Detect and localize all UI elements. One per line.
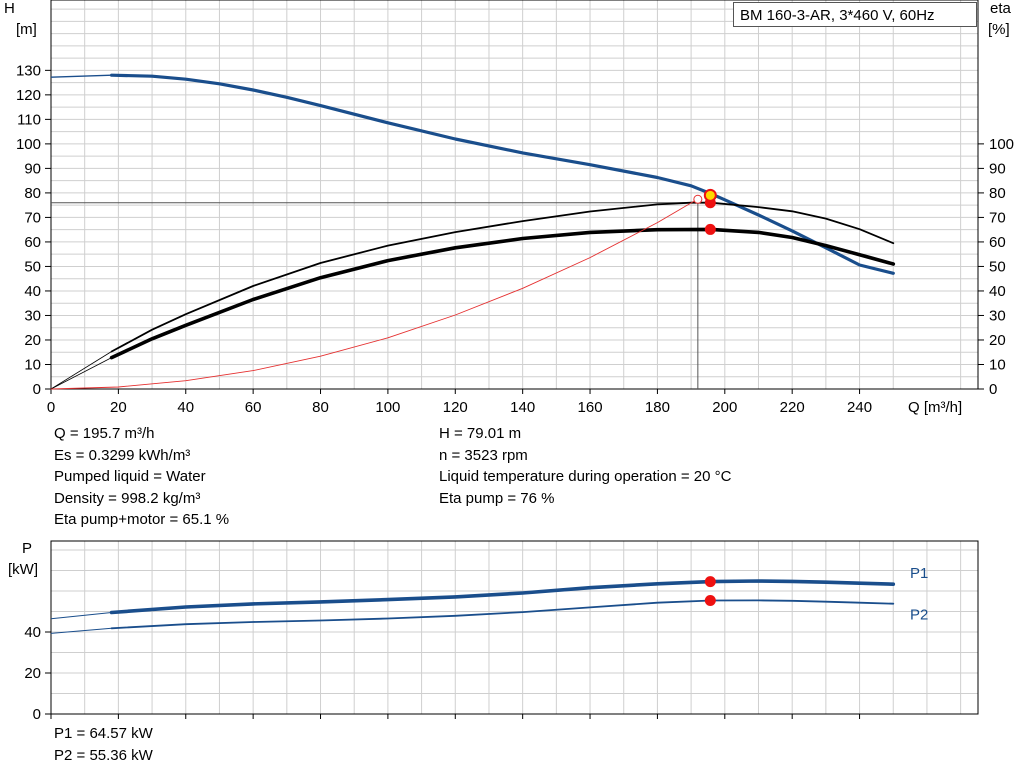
x-tick-label: 120 — [443, 399, 468, 416]
info-density: Density = 998.2 kg/m³ — [54, 489, 201, 507]
y-right-tick-label: 40 — [989, 283, 1006, 300]
y-tick-label: 0 — [33, 706, 41, 723]
info-eta-pump-motor: Eta pump+motor = 65.1 % — [54, 511, 230, 528]
y-right-tick-label: 50 — [989, 258, 1006, 275]
head-extrapolated-line — [50, 74, 112, 78]
y-left-tick-label: 0 — [33, 381, 41, 398]
info-speed: n = 3523 rpm — [439, 446, 528, 464]
info-p1: P1 = 64.57 kW — [54, 725, 153, 742]
eta-pump-motor-extrapolated-line — [50, 357, 112, 390]
y-left-tick-label: 100 — [16, 136, 41, 153]
y-right-tick-label: 100 — [989, 136, 1014, 153]
head-curve — [110, 73, 895, 275]
y-left-tick-label: 20 — [24, 332, 41, 349]
system-curve-curve — [50, 198, 699, 390]
y-right-tick-label: 30 — [989, 307, 1006, 324]
x-tick-label: 220 — [780, 399, 805, 416]
x-tick-label: 60 — [245, 399, 262, 416]
y-left-tick-label: 110 — [17, 111, 41, 128]
top-plot-frame — [50, 0, 979, 390]
x-tick-label: 200 — [712, 399, 737, 416]
p1-curve — [109, 579, 896, 615]
y-left-tick-label: 40 — [24, 283, 41, 300]
info-left: Q = 195.7 m³/h Es = 0.3299 kWh/m³ Pumped… — [54, 423, 229, 531]
p2-operating-point-marker — [704, 595, 716, 607]
power-axis-unit: [kW] — [8, 561, 38, 578]
x-tick-label: 180 — [645, 399, 670, 416]
p2-curve — [110, 599, 895, 630]
x-tick-label: 0 — [47, 399, 55, 416]
y-tick-label: 20 — [24, 665, 41, 682]
p1-extrapolated-line — [50, 612, 112, 620]
y-left-tick-label: 30 — [24, 307, 41, 324]
y-left-tick-label: 10 — [24, 356, 41, 373]
eta-pump-motor-curve — [109, 227, 896, 360]
info-eta-pump: Eta pump = 76 % — [439, 489, 555, 507]
info-flow: Q = 195.7 m³/h — [54, 425, 155, 442]
y-left-tick-label: 70 — [24, 209, 41, 226]
info-liquid-temperature: Liquid temperature during operation = 20… — [439, 468, 732, 485]
p2-series-label: P2 — [910, 607, 928, 624]
eta-pump-extrapolated-line — [50, 351, 112, 390]
info-specific-energy: Es = 0.3299 kWh/m³ — [54, 446, 191, 464]
x-tick-label: 40 — [177, 399, 194, 416]
y-tick-label: 40 — [24, 624, 41, 641]
y-left-tick-label: 120 — [16, 87, 41, 104]
eta-pump-motor-marker — [704, 223, 716, 235]
eta-pump-curve — [110, 201, 895, 353]
x-tick-label: 80 — [312, 399, 329, 416]
x-tick-label: 20 — [110, 399, 127, 416]
bottom-plot-frame — [50, 540, 979, 715]
info-pumped-liquid: Pumped liquid = Water — [54, 468, 206, 485]
top-grid — [51, 0, 978, 389]
info-head: H = 79.01 m — [439, 425, 522, 442]
p1-series-label: P1 — [910, 565, 928, 582]
y-right-tick-label: 70 — [989, 209, 1006, 226]
y-right-tick-label: 0 — [989, 381, 997, 398]
info-p2: P2 = 55.36 kW — [54, 746, 153, 764]
y-right-tick-label: 10 — [989, 356, 1006, 373]
y-left-tick-label: 130 — [16, 62, 41, 79]
x-tick-label: 140 — [510, 399, 535, 416]
y-right-tick-label: 60 — [989, 234, 1006, 251]
p1-operating-point-marker — [704, 576, 716, 588]
info-right: H = 79.01 m n = 3523 rpm Liquid temperat… — [439, 423, 731, 509]
x-axis-label: Q [m³/h] — [908, 399, 962, 416]
y-left-tick-label: 50 — [24, 258, 41, 275]
system-guide-marker — [693, 194, 703, 204]
y-right-tick-label: 20 — [989, 332, 1006, 349]
y-left-axis-unit: [m] — [16, 21, 37, 38]
bottom-grid — [51, 541, 978, 714]
y-right-tick-label: 80 — [989, 185, 1006, 202]
x-tick-label: 240 — [847, 399, 872, 416]
y-right-axis-unit: [%] — [988, 21, 1010, 38]
y-right-axis-label: eta — [990, 0, 1012, 17]
x-tick-label: 160 — [578, 399, 603, 416]
y-left-tick-label: 90 — [24, 160, 41, 177]
info-power: P1 = 64.57 kW P2 = 55.36 kW — [54, 723, 153, 766]
chart-title: BM 160-3-AR, 3*460 V, 60Hz — [733, 2, 977, 27]
x-tick-label: 100 — [375, 399, 400, 416]
y-left-axis-label: H — [4, 0, 15, 17]
y-right-tick-label: 90 — [989, 160, 1006, 177]
head-operating-point-marker — [703, 188, 717, 202]
power-axis-label: P — [22, 540, 32, 557]
p2-extrapolated-line — [50, 627, 112, 634]
y-left-tick-label: 60 — [24, 234, 41, 251]
y-left-tick-label: 80 — [24, 185, 41, 202]
